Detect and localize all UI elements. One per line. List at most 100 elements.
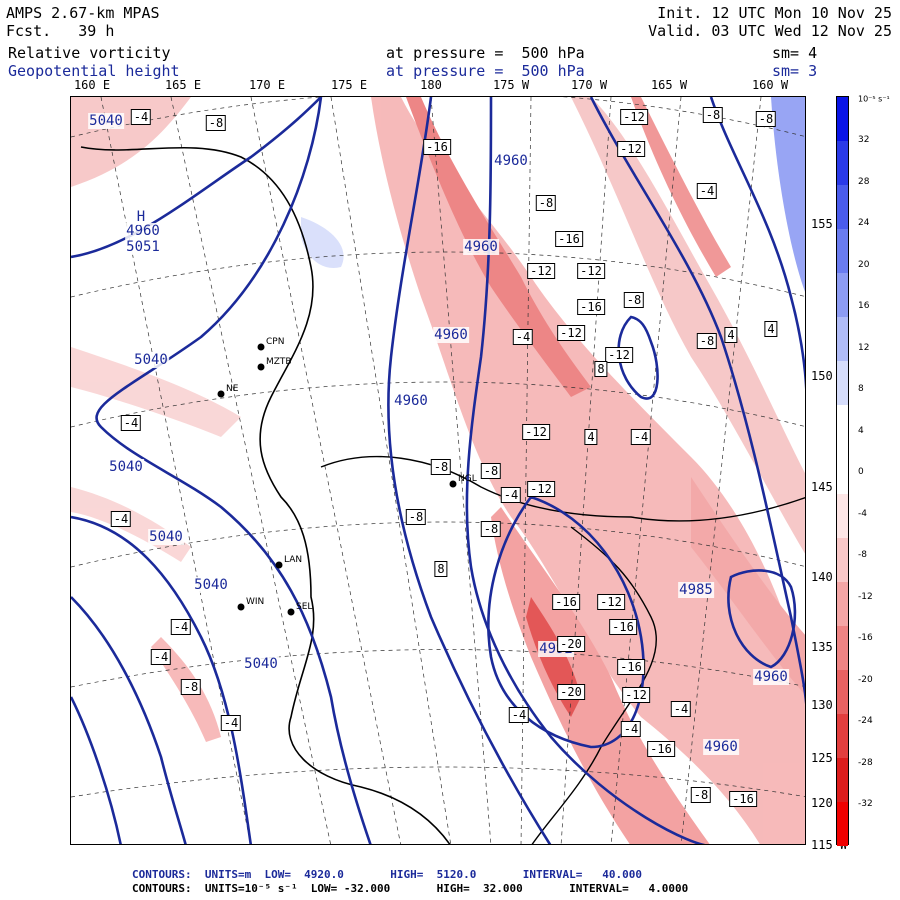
vorticity-contour-label: -4 [508,707,530,723]
colorbar-tick-label: -20 [858,674,873,685]
station-marker [275,561,283,569]
longitude-label: 175 E [330,78,368,92]
east-band [571,97,805,554]
geopotential-contours [71,97,805,844]
station-marker [257,363,265,371]
vorticity-contour-label: -8 [702,107,724,123]
colorbar-tick-label: -32 [858,799,873,809]
colorbar-tick-label: 8 [858,384,864,394]
station-label: LAN [284,555,303,565]
vorticity-contour-label: -8 [535,195,557,211]
vorticity-contour-label: -8 [696,333,718,349]
vorticity-contour-label: -4 [620,721,642,737]
field1-smoothing: sm= 4 [772,44,818,62]
height-contour-label: 4960 [393,393,429,409]
colorbar-tick-label: -24 [858,716,873,726]
vorticity-contour-label: -4 [170,619,192,635]
colorbar-tick-label: 24 [858,218,870,228]
vorticity-contour-label: -16 [647,741,675,757]
height-contour-label: 4985 [678,582,714,598]
vorticity-contour-label: -4 [630,429,652,445]
colorbar-segment [837,581,848,627]
east-core [631,97,731,277]
field2-smoothing: sm= 3 [772,62,818,80]
longitude-label: 170 E [248,78,286,92]
vorticity-contour-label: -8 [690,787,712,803]
longitude-label: 180 [420,78,442,92]
field1-level: at pressure = 500 hPa [386,44,585,62]
colorbar-segment [837,757,848,803]
vorticity-contour-label: -4 [670,701,692,717]
vorticity-contour-label: -12 [620,109,648,125]
vorticity-contour-label: -20 [557,636,585,652]
height-contour-label: 4960 [703,739,739,755]
positive-vorticity-east [771,97,805,292]
positive-vorticity-patch [301,217,344,268]
height-contour-label: 5040 [193,577,229,593]
height-contour-label: 5040 [243,656,279,672]
colorbar-segment [837,97,848,142]
vorticity-contour-label: -4 [110,511,132,527]
longitude-label: 165 E [164,78,202,92]
vorticity-contour-label: -4 [120,415,142,431]
vorticity-contour-label: 4 [724,327,738,343]
colorbar-segment [837,273,848,318]
colorbar-tick-label: 12 [858,342,870,353]
station-label: NGL [458,474,477,484]
height-contour-label: 5051 [125,239,161,255]
colorbar-tick-label: 20 [858,259,870,270]
height-contour-label: H [135,209,147,225]
height-contour-label: 4960 [125,223,161,239]
station-marker [449,480,457,488]
map-panel: 5040 4960 H 5051 5040 5040 5040 5040 5040 4960 496… [70,96,806,845]
vorticity-contour-label: 8 [434,561,448,577]
colorbar-tick-label: -28 [858,757,873,768]
station-marker [237,603,245,611]
colorbar-segment [837,185,848,230]
vorticity-contour-label: -4 [220,715,242,731]
longitude-label: 160 W [751,78,789,92]
colorbar-tick-label: 28 [858,176,870,187]
vorticity-contour-label: -20 [557,684,585,700]
ross-ice-shelf-edge [320,455,805,522]
colorbar-tick-label: 32 [858,135,870,145]
colorbar-segment [837,537,848,583]
longitude-label: 165 W [650,78,688,92]
colorbar-segment [837,317,848,362]
height-contour-label: 4960 [753,669,789,685]
coastline [80,146,451,844]
field2-name: Geopotential height [8,62,180,80]
colorbar-tick-label: 4 [858,425,864,436]
vorticity-contour-label: -16 [577,299,605,315]
vorticity-contour-label: -8 [480,521,502,537]
southeast-band [691,477,805,695]
height-contour-label: 5040 [148,529,184,545]
field2-level: at pressure = 500 hPa [386,62,585,80]
vorticity-contour-label: -12 [557,325,585,341]
vorticity-contour-label: -12 [605,347,633,363]
colorbar-tick-label: -4 [858,508,867,519]
colorbar [836,96,849,847]
vorticity-contour-label: -4 [512,329,534,345]
vorticity-contour-label: -12 [597,594,625,610]
longitude-label: 160 E [73,78,111,92]
colorbar-segment [837,405,848,450]
colorbar-segment [837,493,848,539]
height-contour-label: 4960 [433,327,469,343]
vorticity-contour-label: -12 [527,263,555,279]
colorbar-tick-label: 0 [858,467,864,477]
west-band-2 [71,347,241,437]
vorticity-contour-label: -12 [622,687,650,703]
vorticity-contour-label: -4 [150,649,172,665]
colorbar-segment [837,713,848,759]
height-contour-info: CONTOURS: UNITS=m LOW= 4920.0 HIGH= 5120… [132,868,642,881]
vorticity-contour-label: -16 [617,659,645,675]
vorticity-contour-label: -16 [552,594,580,610]
vorticity-contour-label: -8 [405,509,427,525]
stations [217,343,457,616]
longitude-label: 170 W [570,78,608,92]
colorbar-segment [837,229,848,274]
station-marker [217,390,225,398]
vorticity-contour-label: -4 [500,487,522,503]
trough-core [491,507,710,844]
